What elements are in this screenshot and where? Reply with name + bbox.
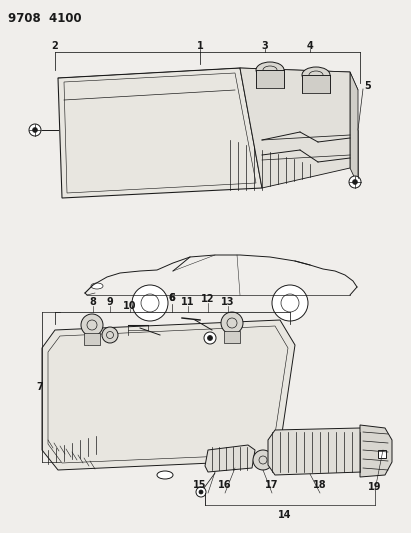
Circle shape [32, 127, 37, 133]
Text: 17: 17 [265, 480, 279, 490]
Ellipse shape [256, 62, 284, 78]
Circle shape [196, 487, 206, 497]
Bar [302, 75, 330, 93]
Text: 5: 5 [365, 81, 372, 91]
Circle shape [253, 450, 273, 470]
Polygon shape [42, 320, 295, 470]
Text: 8: 8 [90, 297, 97, 307]
Circle shape [204, 332, 216, 344]
Text: 10: 10 [123, 301, 137, 311]
Text: 14: 14 [278, 510, 292, 520]
Bar [256, 70, 284, 88]
Text: 1: 1 [196, 41, 203, 51]
Polygon shape [268, 428, 370, 475]
Text: 9708  4100: 9708 4100 [8, 12, 82, 25]
Polygon shape [360, 425, 392, 477]
Text: 6: 6 [169, 293, 175, 303]
Circle shape [141, 294, 159, 312]
Polygon shape [350, 72, 358, 185]
Circle shape [221, 312, 243, 334]
Circle shape [29, 124, 41, 136]
Bar [84, 333, 100, 345]
Circle shape [281, 294, 299, 312]
Circle shape [208, 335, 212, 341]
Text: 4: 4 [307, 41, 313, 51]
Polygon shape [205, 445, 255, 472]
Text: 12: 12 [201, 294, 215, 304]
Circle shape [272, 285, 308, 321]
Text: 13: 13 [221, 297, 235, 307]
Circle shape [199, 490, 203, 494]
Text: 9: 9 [106, 297, 113, 307]
Text: 7: 7 [37, 382, 44, 392]
Text: 2: 2 [52, 41, 58, 51]
Polygon shape [240, 68, 350, 188]
Circle shape [353, 180, 358, 184]
Ellipse shape [91, 283, 103, 289]
Ellipse shape [157, 471, 173, 479]
Text: 15: 15 [193, 480, 207, 490]
Polygon shape [240, 68, 358, 90]
Circle shape [102, 327, 118, 343]
Text: 3: 3 [262, 41, 268, 51]
Ellipse shape [302, 67, 330, 83]
Text: 6: 6 [169, 293, 175, 303]
Circle shape [132, 285, 168, 321]
Text: 16: 16 [218, 480, 232, 490]
Circle shape [349, 176, 361, 188]
Polygon shape [58, 68, 262, 198]
Text: 18: 18 [313, 480, 327, 490]
Bar [224, 331, 240, 343]
Text: 19: 19 [368, 482, 382, 492]
Circle shape [81, 314, 103, 336]
Text: 11: 11 [181, 297, 195, 307]
Bar [378, 450, 386, 458]
